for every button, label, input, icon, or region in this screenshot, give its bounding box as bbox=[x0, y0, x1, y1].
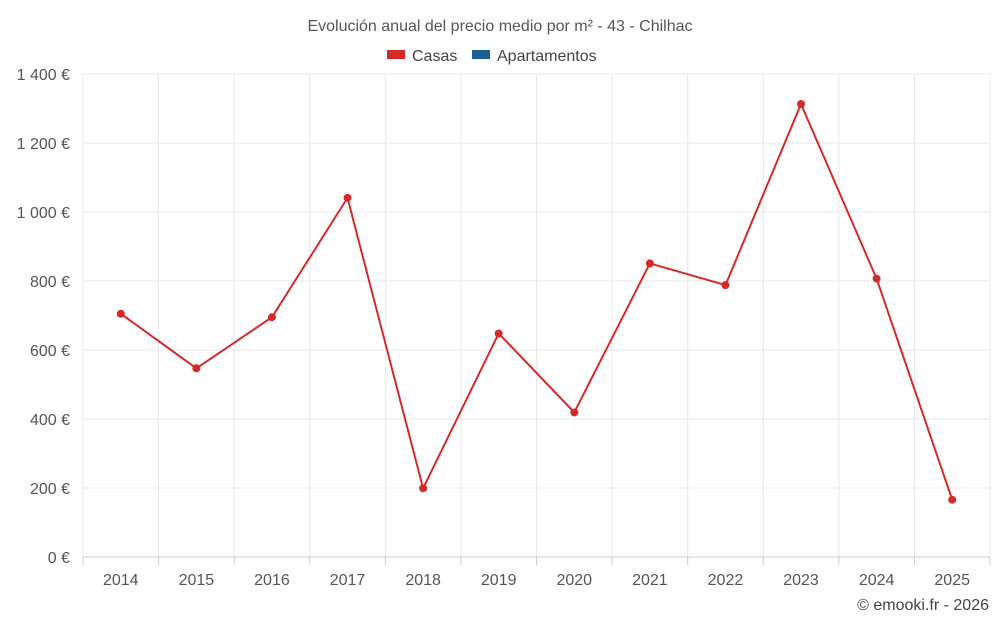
y-tick-label: 400 € bbox=[30, 412, 70, 429]
x-tick-label: 2019 bbox=[481, 572, 517, 589]
data-point-2018[interactable] bbox=[419, 484, 428, 493]
legend-label-apartamentos[interactable]: Apartamentos bbox=[497, 48, 597, 65]
y-tick-label: 0 € bbox=[48, 550, 70, 567]
x-axis-ticks: 2014 2015 2016 2017 2018 2019 2020 2021 2022 2023… bbox=[103, 572, 970, 589]
y-tick-label: 800 € bbox=[30, 274, 70, 291]
x-tick-label: 2024 bbox=[859, 572, 895, 589]
x-tick-label: 2018 bbox=[405, 572, 441, 589]
data-point-2017[interactable] bbox=[343, 193, 352, 202]
data-point-2024[interactable] bbox=[872, 274, 881, 283]
credit-text: © emooki.fr - 2026 bbox=[857, 597, 989, 614]
legend-label-casas[interactable]: Casas bbox=[412, 48, 457, 65]
y-tick-label: 200 € bbox=[30, 481, 70, 498]
y-tick-label: 1 200 € bbox=[17, 136, 70, 153]
y-tick-label: 1 000 € bbox=[17, 205, 70, 222]
y-tick-label: 1 400 € bbox=[17, 67, 70, 84]
x-tick-label: 2015 bbox=[179, 572, 215, 589]
data-point-2023[interactable] bbox=[797, 100, 806, 109]
legend: Casas Apartamentos bbox=[387, 48, 597, 65]
x-tick-label: 2023 bbox=[783, 572, 819, 589]
series-line-casas bbox=[120, 103, 954, 501]
data-point-2021[interactable] bbox=[645, 259, 654, 268]
data-point-2020[interactable] bbox=[570, 408, 579, 417]
x-tick-label: 2017 bbox=[330, 572, 366, 589]
y-tick-label: 600 € bbox=[30, 343, 70, 360]
data-point-2015[interactable] bbox=[192, 364, 201, 373]
axes bbox=[82, 556, 991, 565]
x-tick-label: 2014 bbox=[103, 572, 139, 589]
legend-swatch-casas bbox=[387, 50, 405, 59]
data-point-2025[interactable] bbox=[948, 495, 957, 504]
y-axis-ticks: 0 € 200 € 400 € 600 € 800 € 1 000 € 1 200 € 1 4… bbox=[17, 67, 70, 567]
legend-swatch-apartamentos bbox=[472, 50, 490, 59]
data-point-2014[interactable] bbox=[116, 309, 125, 318]
x-tick-label: 2021 bbox=[632, 572, 668, 589]
series-casas bbox=[116, 100, 957, 504]
x-tick-label: 2022 bbox=[708, 572, 744, 589]
data-point-2016[interactable] bbox=[267, 313, 276, 322]
data-point-2022[interactable] bbox=[721, 281, 730, 290]
chart-title: Evolución anual del precio medio por m² … bbox=[307, 18, 692, 35]
x-tick-label: 2020 bbox=[556, 572, 592, 589]
x-tick-label: 2025 bbox=[934, 572, 970, 589]
grid bbox=[82, 73, 991, 557]
x-tick-label: 2016 bbox=[254, 572, 290, 589]
data-point-2019[interactable] bbox=[494, 329, 503, 338]
